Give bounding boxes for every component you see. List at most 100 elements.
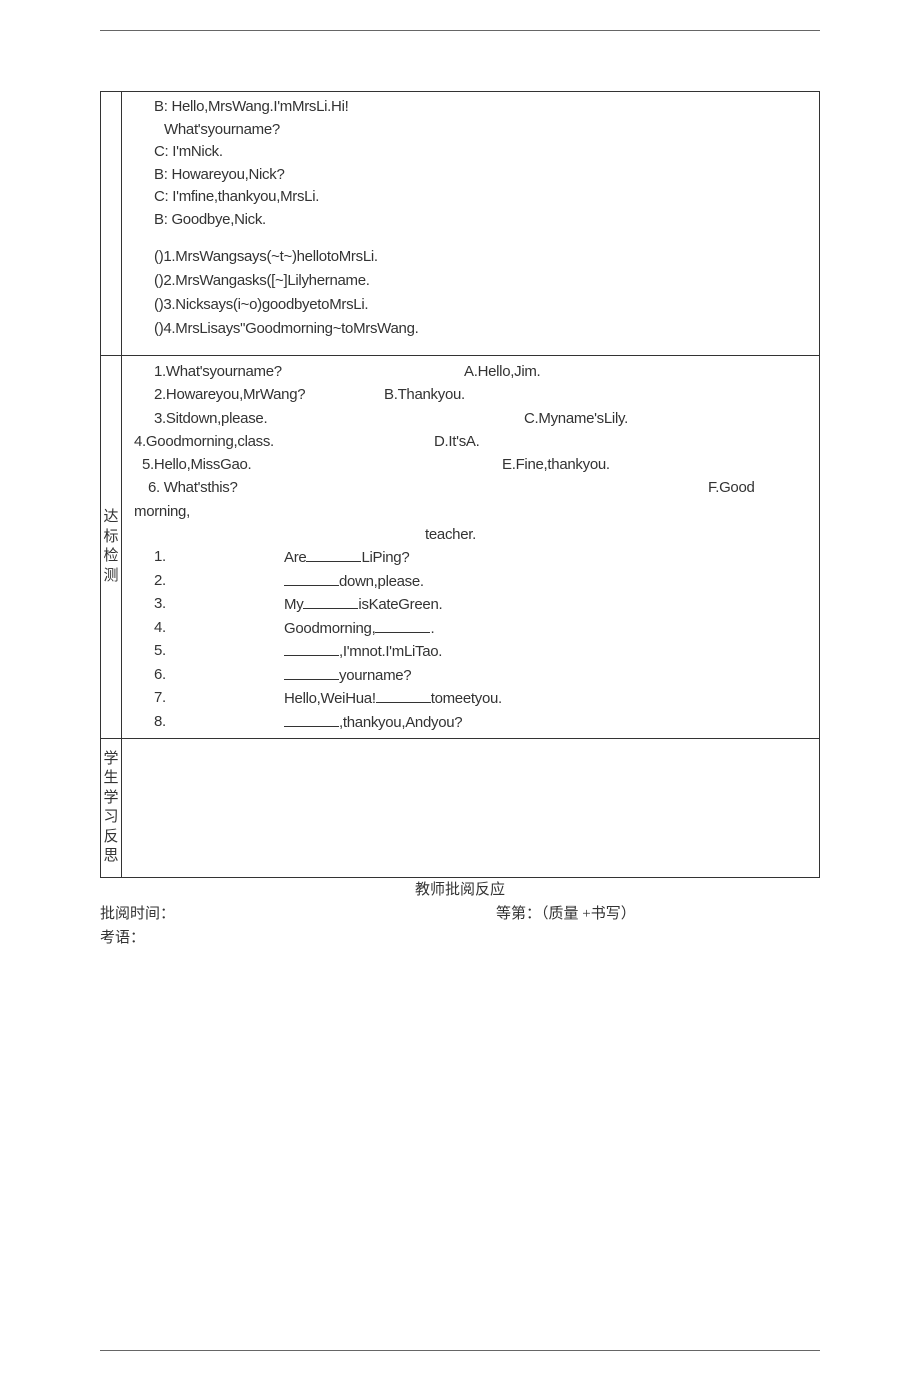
fill-pre: My bbox=[284, 596, 303, 613]
match-row: 3.Sitdown,please.C.Myname'sLily. bbox=[154, 407, 813, 430]
top-rule bbox=[100, 30, 820, 31]
fill-post: LiPing? bbox=[361, 549, 409, 566]
fill-pre: Are bbox=[284, 549, 306, 566]
fill-block: 1.Are LiPing? 2. down,please. 3.My isKateGree… bbox=[128, 546, 813, 734]
dialog-line: C: I'mfine,thankyou,MrsLi. bbox=[154, 186, 813, 209]
match-right: B.Thankyou. bbox=[384, 383, 813, 406]
fill-blank[interactable] bbox=[303, 593, 358, 609]
comment-label: 考语： bbox=[100, 926, 820, 950]
fill-body: Goodmorning,. bbox=[284, 617, 434, 641]
fill-post: isKateGreen. bbox=[358, 596, 442, 613]
fill-body: down,please. bbox=[284, 570, 424, 594]
fill-post: tomeetyou. bbox=[431, 690, 502, 707]
match-row: 4.Goodmorning,class.D.It'sA. bbox=[134, 430, 813, 453]
fill-number: 7. bbox=[154, 687, 284, 711]
match-left: 2.Howareyou,MrWang? bbox=[154, 383, 384, 406]
fill-row: 6. yourname? bbox=[154, 664, 813, 688]
fill-body: Hello,WeiHua! tomeetyou. bbox=[284, 687, 502, 711]
page: B: Hello,MrsWang.I'mMrsLi.Hi! What'syour… bbox=[0, 0, 920, 1381]
match-left: 1.What'syourname? bbox=[154, 360, 464, 383]
dialog-cell: B: Hello,MrsWang.I'mMrsLi.Hi! What'syour… bbox=[122, 92, 820, 356]
match-right: F.Good bbox=[708, 476, 813, 499]
fill-post: . bbox=[430, 620, 434, 637]
bottom-rule bbox=[100, 1350, 820, 1351]
dialog-line: B: Goodbye,Nick. bbox=[154, 209, 813, 232]
fill-body: ,thankyou,Andyou? bbox=[284, 711, 462, 735]
tf-question: ()3.Nicksays(i~o)goodbyetoMrsLi. bbox=[154, 293, 813, 317]
sidebar-cell-1 bbox=[101, 92, 122, 356]
fill-row: 4.Goodmorning,. bbox=[154, 617, 813, 641]
fill-body: My isKateGreen. bbox=[284, 593, 442, 617]
fill-row: 5. ,I'mnot.I'mLiTao. bbox=[154, 640, 813, 664]
sidebar-char: 学 bbox=[101, 750, 121, 770]
fill-number: 1. bbox=[154, 546, 284, 570]
dialog-line: C: I'mNick. bbox=[154, 141, 813, 164]
sidebar-char: 习 bbox=[101, 808, 121, 828]
teacher-feedback-block: 教师批阅反应 批阅时间： 等第：（质量 +书写） 考语： bbox=[100, 878, 820, 950]
review-time-label: 批阅时间： bbox=[100, 902, 496, 926]
fill-post: ,thankyou,Andyou? bbox=[339, 714, 462, 731]
fill-blank[interactable] bbox=[376, 687, 431, 703]
fill-number: 5. bbox=[154, 640, 284, 664]
fill-number: 8. bbox=[154, 711, 284, 735]
dialog-line: B: Hello,MrsWang.I'mMrsLi.Hi! bbox=[154, 96, 813, 119]
tf-question: ()4.MrsLisays"Goodmorning~toMrsWang. bbox=[154, 317, 813, 341]
fill-number: 3. bbox=[154, 593, 284, 617]
match-overflow: teacher. bbox=[88, 523, 813, 546]
match-left: 3.Sitdown,please. bbox=[154, 407, 524, 430]
sidebar-char: 标 bbox=[101, 528, 121, 548]
fill-row: 2. down,please. bbox=[154, 570, 813, 594]
fill-blank[interactable] bbox=[306, 546, 361, 562]
fill-blank[interactable] bbox=[284, 570, 339, 586]
sidebar-char: 学 bbox=[101, 789, 121, 809]
match-row: 2.Howareyou,MrWang?B.Thankyou. bbox=[154, 383, 813, 406]
exercise-cell: 1.What'syourname?A.Hello,Jim.2.Howareyou… bbox=[122, 356, 820, 739]
tf-question: ()1.MrsWangsays(~t~)hellotoMrsLi. bbox=[154, 245, 813, 269]
fill-blank[interactable] bbox=[284, 640, 339, 656]
fill-blank[interactable] bbox=[284, 664, 339, 680]
worksheet-table: B: Hello,MrsWang.I'mMrsLi.Hi! What'syour… bbox=[100, 91, 820, 878]
match-overflow: morning, bbox=[134, 500, 813, 523]
fill-post: ,I'mnot.I'mLiTao. bbox=[339, 643, 442, 660]
fill-row: 8. ,thankyou,Andyou? bbox=[154, 711, 813, 735]
fill-post: yourname? bbox=[339, 667, 411, 684]
fill-blank[interactable] bbox=[375, 617, 430, 633]
fill-row: 7.Hello,WeiHua! tomeetyou. bbox=[154, 687, 813, 711]
match-row: 6. What'sthis?F.Good bbox=[148, 476, 813, 499]
fill-pre: Goodmorning, bbox=[284, 620, 375, 637]
match-row: 5.Hello,MissGao.E.Fine,thankyou. bbox=[142, 453, 813, 476]
fill-row: 3.My isKateGreen. bbox=[154, 593, 813, 617]
fill-pre: Hello,WeiHua! bbox=[284, 690, 376, 707]
teacher-title: 教师批阅反应 bbox=[100, 878, 820, 902]
sidebar-char: 达 bbox=[101, 508, 121, 528]
sidebar-cell-3: 学 生 学 习 反 思 bbox=[101, 739, 122, 878]
tf-question: ()2.MrsWangasks([~]Lilyhername. bbox=[154, 269, 813, 293]
dialog-line: What'syourname? bbox=[164, 119, 813, 142]
sidebar-char: 检 bbox=[101, 547, 121, 567]
match-left: 5.Hello,MissGao. bbox=[142, 453, 502, 476]
dialog-line: B: Howareyou,Nick? bbox=[154, 164, 813, 187]
fill-body: ,I'mnot.I'mLiTao. bbox=[284, 640, 442, 664]
sidebar-cell-2: 达 标 检 测 bbox=[101, 356, 122, 739]
fill-number: 4. bbox=[154, 617, 284, 641]
reflection-cell bbox=[122, 739, 820, 878]
fill-body: Are LiPing? bbox=[284, 546, 409, 570]
fill-number: 2. bbox=[154, 570, 284, 594]
fill-row: 1.Are LiPing? bbox=[154, 546, 813, 570]
fill-body: yourname? bbox=[284, 664, 411, 688]
match-left: 6. What'sthis? bbox=[148, 476, 708, 499]
matching-block: 1.What'syourname?A.Hello,Jim.2.Howareyou… bbox=[128, 360, 813, 500]
fill-blank[interactable] bbox=[284, 711, 339, 727]
sidebar-char: 反 bbox=[101, 828, 121, 848]
fill-post: down,please. bbox=[339, 573, 424, 590]
match-right: A.Hello,Jim. bbox=[464, 360, 813, 383]
match-row: 1.What'syourname?A.Hello,Jim. bbox=[154, 360, 813, 383]
match-right: E.Fine,thankyou. bbox=[502, 453, 813, 476]
sidebar-char: 思 bbox=[101, 847, 121, 867]
match-right: D.It'sA. bbox=[434, 430, 813, 453]
grade-label: 等第：（质量 +书写） bbox=[496, 902, 636, 926]
sidebar-char: 生 bbox=[101, 769, 121, 789]
match-left: 4.Goodmorning,class. bbox=[134, 430, 434, 453]
sidebar-char: 测 bbox=[101, 567, 121, 587]
fill-number: 6. bbox=[154, 664, 284, 688]
